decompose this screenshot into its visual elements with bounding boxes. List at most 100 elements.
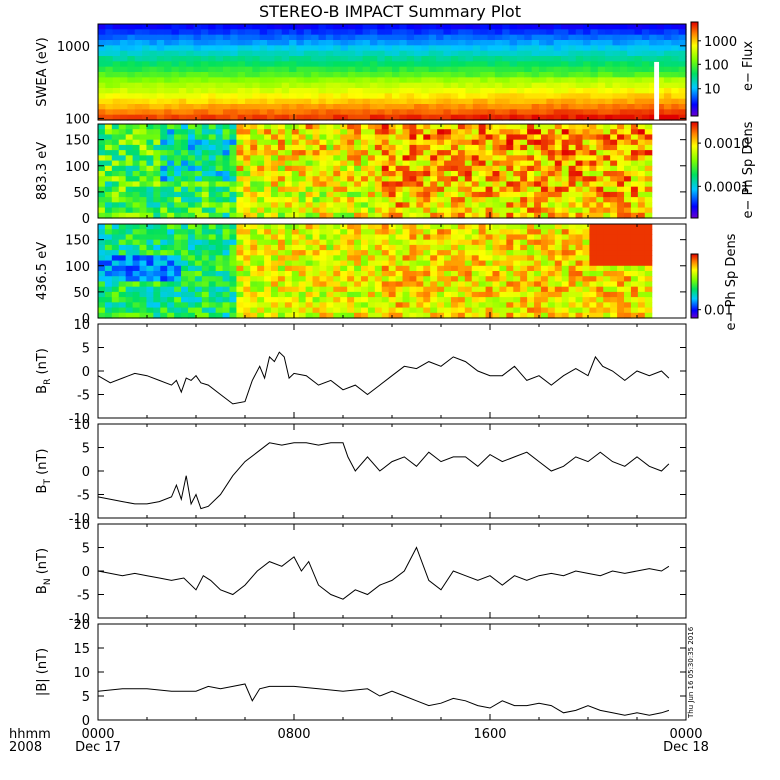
heatmap-cell: [305, 239, 314, 246]
heatmap-cell: [423, 239, 431, 246]
heatmap-cell: [395, 207, 404, 214]
heatmap-cell: [627, 109, 636, 116]
heatmap-cell: [340, 307, 348, 314]
heatmap-cell: [399, 93, 408, 100]
heatmap-cell: [492, 186, 501, 193]
heatmap-cell: [457, 276, 466, 283]
heatmap-cell: [142, 109, 151, 116]
heatmap-cell: [554, 244, 563, 251]
heatmap-cell: [430, 229, 438, 236]
heatmap-cell: [540, 202, 549, 209]
heatmap-cell: [164, 98, 173, 105]
heatmap-cell: [649, 56, 658, 62]
heatmap-cell: [457, 212, 466, 219]
heatmap-cell: [194, 312, 203, 319]
heatmap-cell: [399, 72, 408, 78]
heatmap-cell: [208, 34, 217, 41]
heatmap-cell: [540, 260, 549, 267]
heatmap-cell: [423, 165, 431, 172]
heatmap-cell: [506, 202, 514, 209]
heatmap-cell: [663, 50, 672, 57]
heatmap-cell: [457, 207, 466, 214]
heatmap-cell: [333, 165, 341, 172]
heatmap-cell: [471, 244, 480, 251]
heatmap-cell: [181, 271, 189, 277]
heatmap-cell: [513, 265, 521, 272]
heatmap-cell: [487, 29, 496, 36]
heatmap-cell: [174, 286, 182, 293]
heatmap-cell: [430, 181, 438, 188]
heatmap-cell: [678, 66, 687, 73]
heatmap-cell: [582, 134, 591, 141]
heatmap-cell: [319, 150, 327, 156]
heatmap-cell: [111, 186, 120, 193]
heatmap-cell: [478, 255, 487, 262]
heatmap-cell: [153, 291, 161, 298]
heatmap-cell: [575, 171, 584, 177]
heatmap-cell: [259, 93, 268, 100]
heatmap-cell: [624, 307, 632, 314]
heatmap-cell: [494, 40, 503, 46]
heatmap-cell: [132, 244, 141, 251]
heatmap-cell: [582, 207, 591, 214]
heatmap-cell: [444, 276, 452, 283]
heatmap-cell: [193, 66, 202, 73]
heatmap-cell: [561, 191, 570, 198]
heatmap-cell: [471, 129, 480, 136]
heatmap-cell: [257, 139, 265, 146]
heatmap-cell: [513, 224, 521, 230]
heatmap-cell: [112, 40, 121, 46]
heatmap-cell: [127, 104, 136, 110]
heatmap-cell: [513, 165, 521, 172]
heatmap-cell: [215, 165, 224, 172]
heatmap-cell: [298, 144, 307, 151]
heatmap-cell: [513, 312, 521, 319]
heatmap-cell: [436, 34, 445, 41]
heatmap-cell: [561, 56, 569, 62]
heatmap-cell: [502, 109, 511, 116]
heatmap-cell: [340, 265, 348, 272]
heatmap-cell: [547, 291, 556, 298]
heatmap-cell: [167, 124, 175, 130]
heatmap-cell: [259, 61, 268, 68]
heatmap-cell: [319, 291, 327, 298]
time-tick-label: 0800: [277, 727, 310, 742]
heatmap-cell: [284, 129, 293, 136]
heatmap-cell: [186, 29, 195, 36]
heatmap-cell: [516, 24, 525, 30]
heatmap-cell: [201, 155, 210, 162]
heatmap-cell: [457, 265, 466, 272]
heatmap-cell: [374, 281, 383, 288]
heatmap-cell: [409, 176, 417, 183]
heatmap-cell: [230, 114, 239, 121]
heatmap-cell: [471, 160, 480, 167]
heatmap-cell: [186, 82, 195, 89]
heatmap-cell: [111, 302, 120, 309]
heatmap-cell: [125, 124, 134, 130]
heatmap-cell: [243, 134, 251, 141]
heatmap-cell: [296, 24, 305, 30]
heatmap-cell: [534, 207, 542, 214]
heatmap-cell: [464, 171, 473, 177]
heatmap-cell: [561, 104, 569, 110]
heatmap-cell: [111, 271, 120, 277]
heatmap-cell: [492, 134, 501, 141]
heatmap-cell: [289, 82, 298, 89]
heatmap-cell: [354, 307, 362, 314]
heatmap-cell: [388, 229, 397, 236]
heatmap-cell: [243, 250, 251, 256]
heatmap-cell: [111, 297, 120, 303]
heatmap-cell: [399, 98, 408, 105]
heatmap-cell: [561, 61, 569, 68]
heatmap-cell: [443, 34, 452, 41]
heatmap-cell: [409, 134, 417, 141]
heatmap-cell: [502, 45, 511, 52]
heatmap-cell: [450, 181, 459, 188]
heatmap-cell: [208, 186, 217, 193]
heatmap-cell: [325, 98, 334, 105]
heatmap-cell: [480, 34, 489, 41]
heatmap-cell: [649, 45, 658, 52]
heatmap-cell: [281, 98, 290, 105]
heatmap-cell: [222, 276, 231, 283]
heatmap-cell: [171, 82, 180, 89]
